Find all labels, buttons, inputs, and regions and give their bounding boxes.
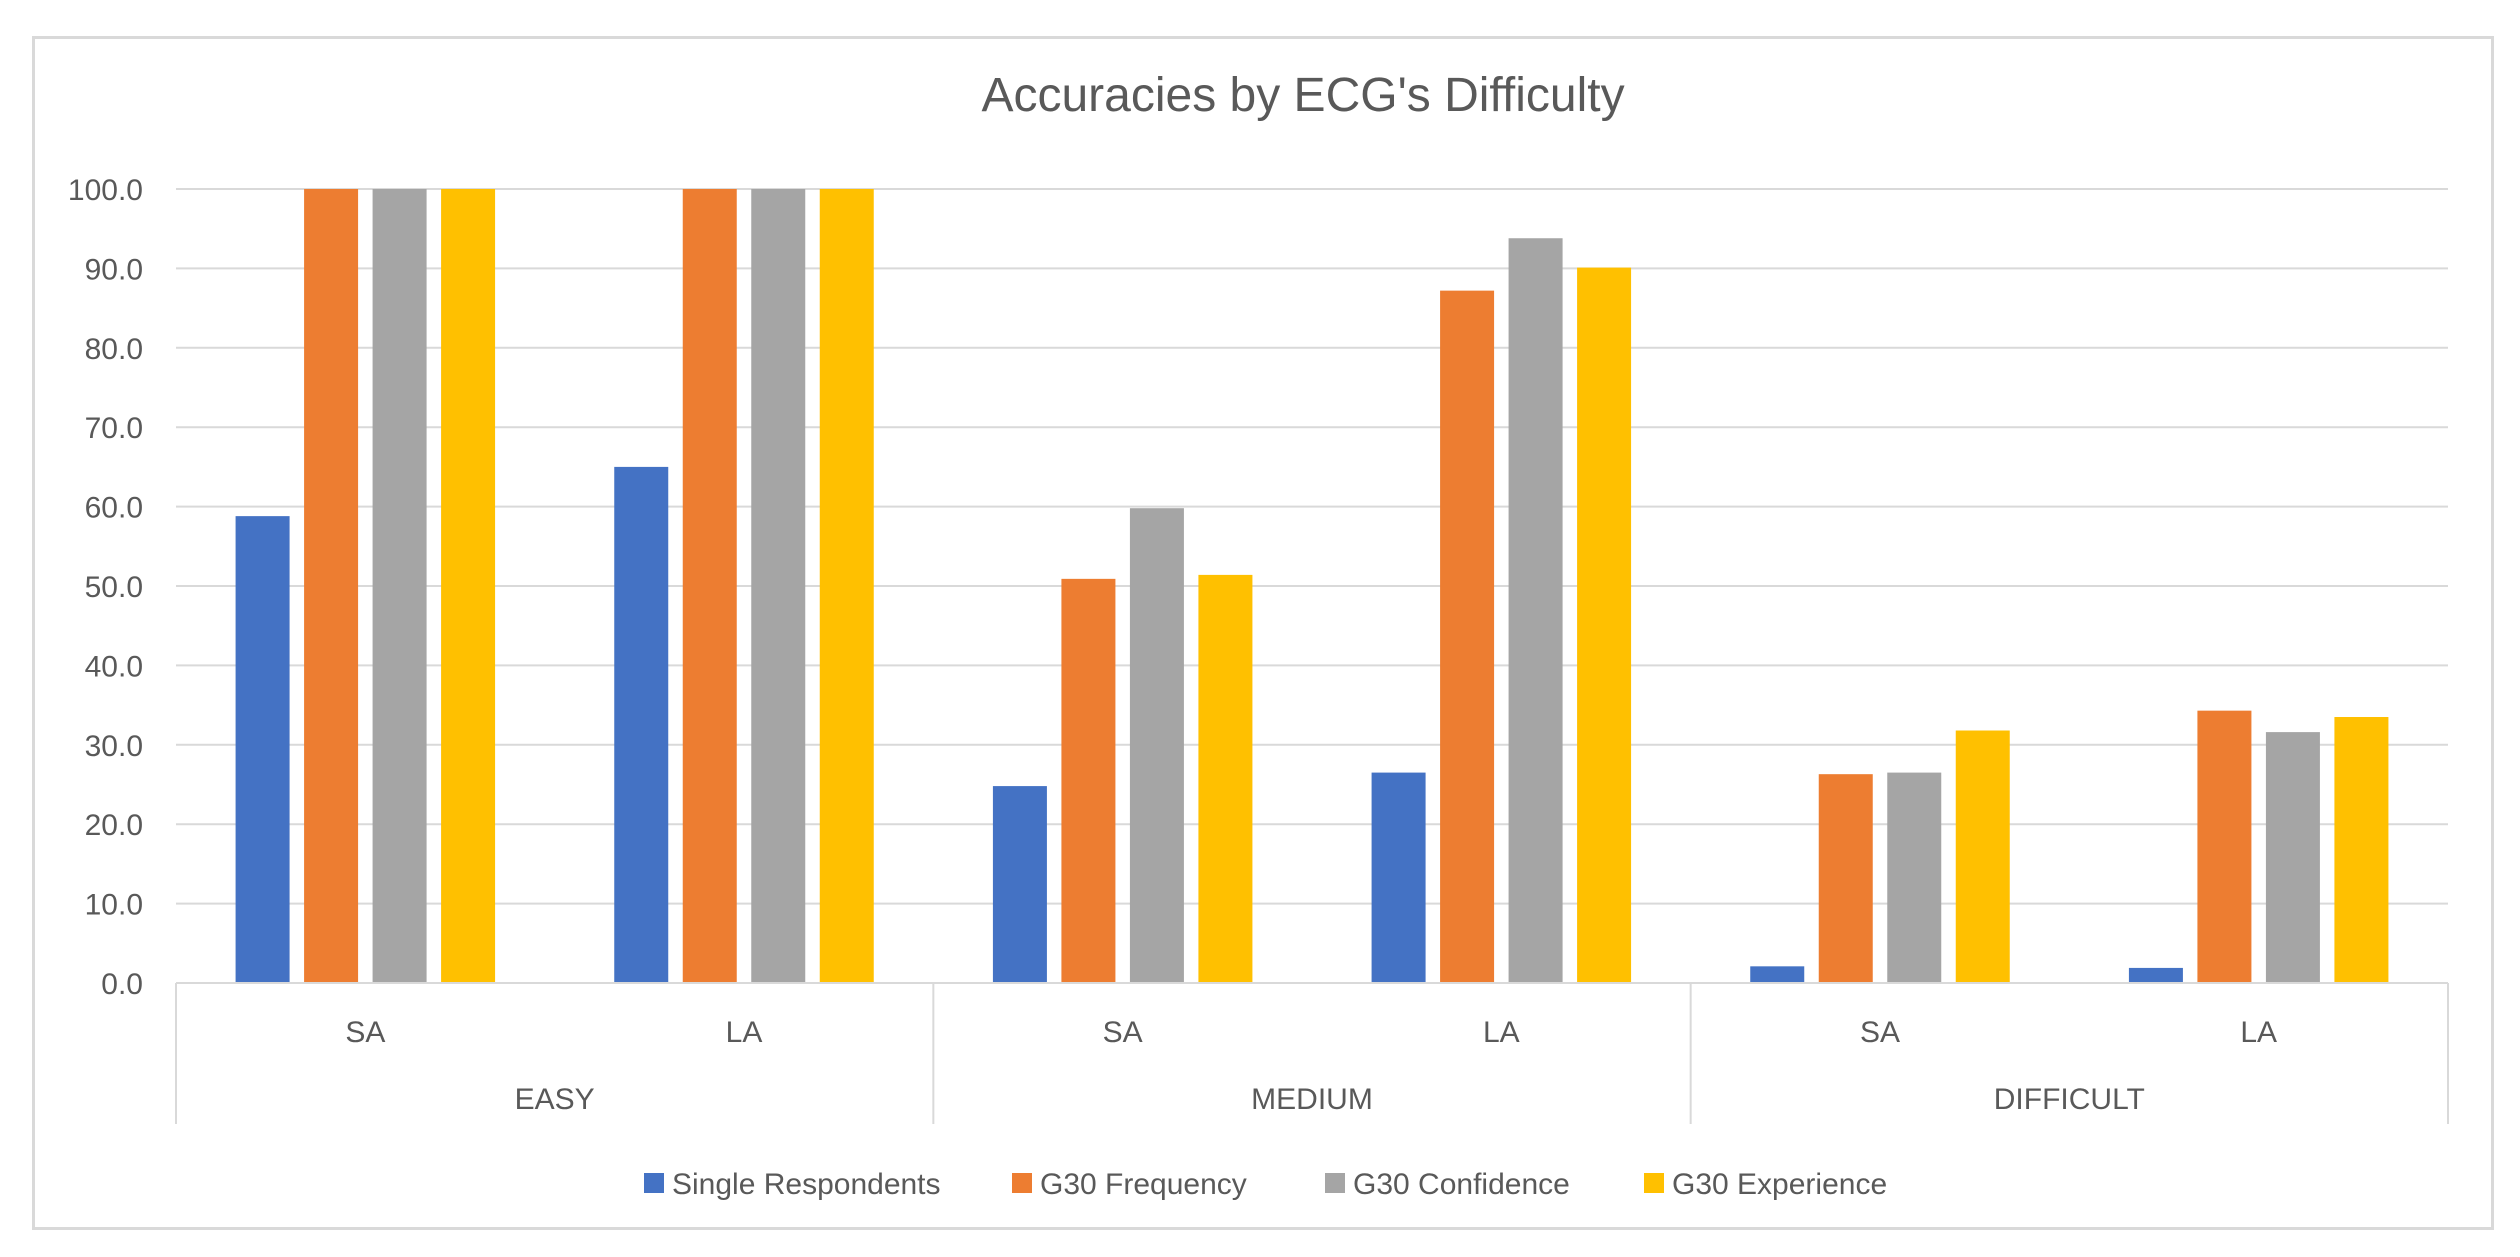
- bar: [682, 189, 737, 983]
- y-tick-label: 50.0: [85, 571, 143, 604]
- legend-swatch: [1012, 1173, 1032, 1193]
- bar: [1129, 508, 1184, 983]
- bar: [1440, 290, 1495, 983]
- bar: [992, 786, 1047, 983]
- bar: [235, 516, 290, 983]
- bar: [1887, 772, 1942, 983]
- x-axis: [175, 982, 2449, 1124]
- bar: [441, 189, 496, 983]
- legend-swatch: [1644, 1173, 1664, 1193]
- chart-frame: Accuracies by ECG's Difficulty 0.0 10.0 20…: [32, 36, 2494, 1230]
- gridlines: [176, 188, 2448, 905]
- bar: [2265, 732, 2320, 983]
- y-tick-label: 40.0: [85, 650, 143, 683]
- legend-swatch: [644, 1173, 664, 1193]
- legend-label: G30 Experience: [1672, 1168, 1887, 1201]
- bar: [1371, 772, 1426, 983]
- x-axis-labels: SA LA EASY SA LA MEDIUM SA LA DIFFICULT: [345, 1016, 2277, 1116]
- group-label: MEDIUM: [1251, 1083, 1373, 1116]
- bar: [1508, 238, 1563, 983]
- y-tick-label: 80.0: [85, 333, 143, 366]
- x-tick-label: SA: [345, 1016, 385, 1049]
- y-tick-label: 70.0: [85, 412, 143, 445]
- bar: [1955, 730, 2010, 983]
- bars: [235, 189, 2389, 983]
- legend-label: G30 Frequency: [1040, 1168, 1247, 1201]
- bar: [1818, 774, 1873, 983]
- legend-swatch: [1325, 1173, 1345, 1193]
- bar: [1577, 267, 1632, 983]
- y-tick-label: 90.0: [85, 253, 143, 286]
- group-label: EASY: [515, 1083, 595, 1116]
- bar: [2128, 967, 2183, 983]
- group-label: DIFFICULT: [1994, 1083, 2145, 1116]
- bar: [1750, 966, 1805, 983]
- x-tick-label: LA: [2240, 1016, 2277, 1049]
- bar: [819, 189, 874, 983]
- legend-label: Single Respondents: [672, 1168, 941, 1201]
- x-tick-label: LA: [726, 1016, 763, 1049]
- y-tick-label: 0.0: [101, 968, 143, 1001]
- chart-title: Accuracies by ECG's Difficulty: [981, 69, 1624, 122]
- bar: [2334, 717, 2389, 983]
- bar: [1198, 574, 1253, 983]
- y-tick-label: 60.0: [85, 492, 143, 525]
- bar: [304, 189, 359, 983]
- bar: [751, 189, 806, 983]
- bar: [614, 466, 669, 983]
- x-tick-label: SA: [1860, 1016, 1900, 1049]
- bar: [2197, 710, 2252, 983]
- y-tick-label: 100.0: [68, 174, 143, 207]
- chart-svg: Accuracies by ECG's Difficulty 0.0 10.0 20…: [68, 69, 2449, 1201]
- x-tick-label: LA: [1483, 1016, 1520, 1049]
- y-tick-label: 10.0: [85, 889, 143, 922]
- legend-label: G30 Confidence: [1353, 1168, 1570, 1201]
- bar: [372, 189, 427, 983]
- y-axis-ticks: 0.0 10.0 20.0 30.0 40.0 50.0 60.0 70.0 80.0 90.0 1…: [68, 174, 143, 1001]
- y-tick-label: 20.0: [85, 809, 143, 842]
- y-tick-label: 30.0: [85, 730, 143, 763]
- legend: Single Respondents G30 Frequency G30 Confi…: [644, 1168, 1887, 1201]
- x-tick-label: SA: [1103, 1016, 1143, 1049]
- bar: [1061, 578, 1116, 983]
